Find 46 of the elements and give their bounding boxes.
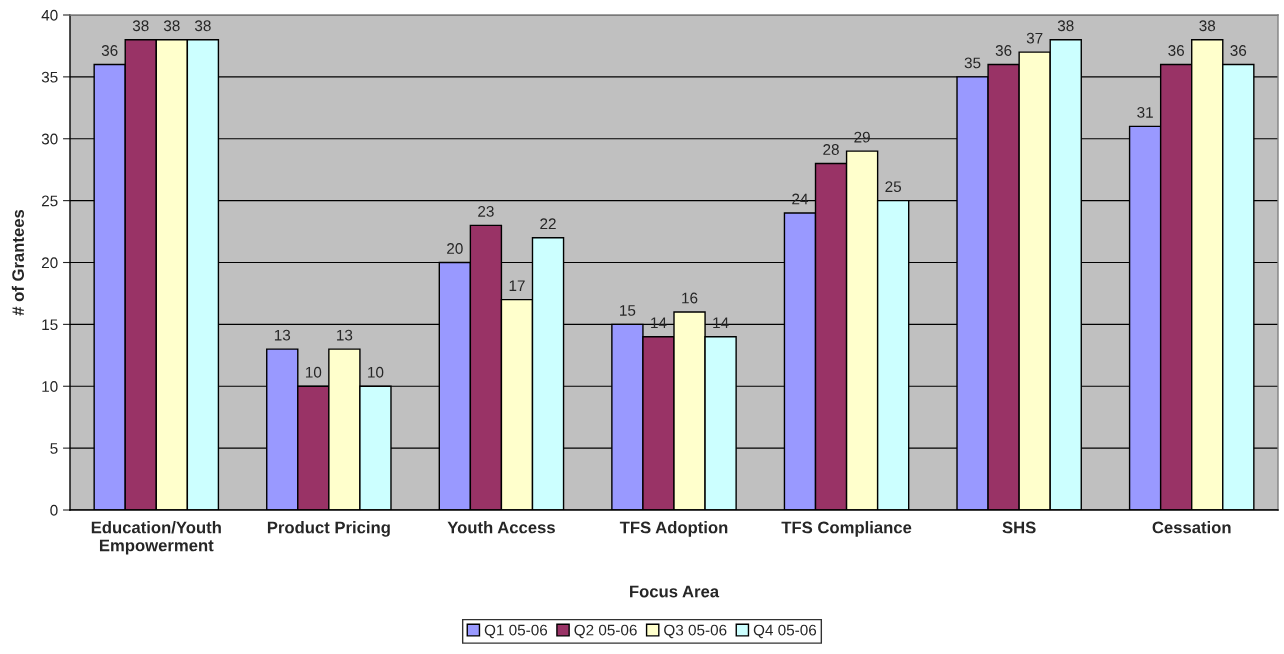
data-label: 10: [305, 366, 322, 378]
data-label: 38: [1199, 20, 1216, 32]
data-label: 38: [132, 20, 149, 32]
data-label: 16: [682, 292, 698, 304]
data-label: 36: [1230, 45, 1247, 56]
y-tick-label: 25: [41, 195, 58, 207]
data-label: 23: [478, 205, 494, 217]
y-tick-label: 10: [42, 381, 58, 392]
data-label: 22: [540, 218, 556, 230]
y-tick-label: 5: [50, 443, 58, 454]
x-tick-label: Education/Youth Empowerment: [91, 521, 221, 555]
y-tick-label: 30: [41, 133, 58, 145]
y-tick-label: 15: [42, 319, 58, 331]
data-label: 25: [885, 181, 902, 193]
x-tick-label: TFS Adoption: [619, 521, 728, 537]
x-tick-label: TFS Compliance: [781, 521, 912, 537]
y-axis-title: # of Grantees: [11, 209, 25, 316]
x-axis-title: Focus Area: [630, 585, 720, 598]
data-label: 13: [337, 329, 353, 341]
x-tick-label: Product Pricing: [267, 521, 390, 537]
x-tick-label: Cessation: [1152, 521, 1231, 534]
legend-label: Q2 05-06: [574, 624, 637, 639]
data-label: 38: [163, 20, 180, 32]
legend-label: Q3 05-06: [664, 624, 727, 639]
data-label: 36: [995, 45, 1012, 56]
legend-label: Q4 05-06: [753, 624, 817, 639]
data-label: 20: [447, 243, 463, 254]
y-tick-label: 35: [41, 71, 58, 83]
x-tick-label: SHS: [1002, 521, 1036, 534]
data-label: 35: [964, 57, 981, 69]
data-label: 38: [1057, 20, 1074, 32]
data-label: 36: [101, 45, 118, 56]
y-tick-label: 20: [41, 257, 58, 269]
data-label: 13: [274, 329, 291, 341]
data-label: 15: [620, 305, 636, 316]
data-label: 28: [823, 144, 839, 155]
data-label: 38: [194, 20, 211, 32]
data-label: 36: [1168, 45, 1185, 56]
y-tick-label: 40: [41, 9, 58, 21]
data-label: 10: [368, 366, 384, 378]
data-label: 17: [509, 280, 525, 291]
legend-label: Q1 05-06: [484, 624, 548, 639]
data-label: 31: [1137, 106, 1153, 118]
x-tick-label: Youth Access: [447, 521, 555, 534]
data-label: 37: [1026, 32, 1043, 44]
y-tick-label: 0: [50, 504, 58, 516]
